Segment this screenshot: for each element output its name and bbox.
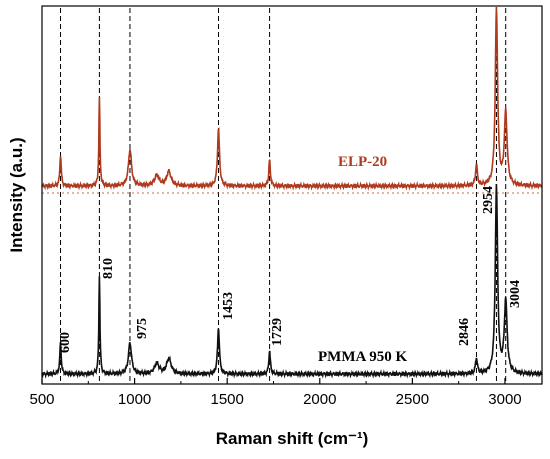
x-tick-label-2500: 2500 [396, 391, 429, 408]
x-axis-ticks: 500 1000 1500 2000 2500 3000 [29, 378, 522, 408]
x-tick-label-1500: 1500 [210, 391, 243, 408]
peak-label-600: 600 [58, 332, 73, 353]
x-axis-title: Raman shift (cm⁻¹) [216, 429, 369, 448]
peak-labels: 600 810 975 1453 1729 2846 2954 3004 [58, 186, 523, 353]
peak-label-3004: 3004 [508, 280, 523, 308]
peak-label-975: 975 [135, 318, 150, 339]
plot-frame [41, 5, 543, 385]
series-label-pmma-950k: PMMA 950 K [318, 349, 407, 365]
peak-label-1729: 1729 [270, 318, 285, 346]
x-tick-label-1000: 1000 [118, 391, 151, 408]
series-line-elp-20 [41, 6, 543, 191]
series-line-pmma-950k [41, 183, 543, 379]
peak-label-810: 810 [101, 258, 116, 279]
x-tick-label-2000: 2000 [303, 391, 336, 408]
peak-label-2954: 2954 [481, 186, 496, 214]
y-axis-title: Intensity (a.u.) [7, 137, 26, 252]
x-tick-label-3000: 3000 [488, 391, 521, 408]
series-labels: ELP-20 PMMA 950 K [318, 154, 407, 365]
peak-label-1453: 1453 [221, 292, 236, 320]
spectrum-series [41, 6, 543, 379]
series-label-elp-20: ELP-20 [338, 154, 387, 170]
x-tick-label-500: 500 [29, 391, 54, 408]
peak-label-2846: 2846 [457, 318, 472, 346]
